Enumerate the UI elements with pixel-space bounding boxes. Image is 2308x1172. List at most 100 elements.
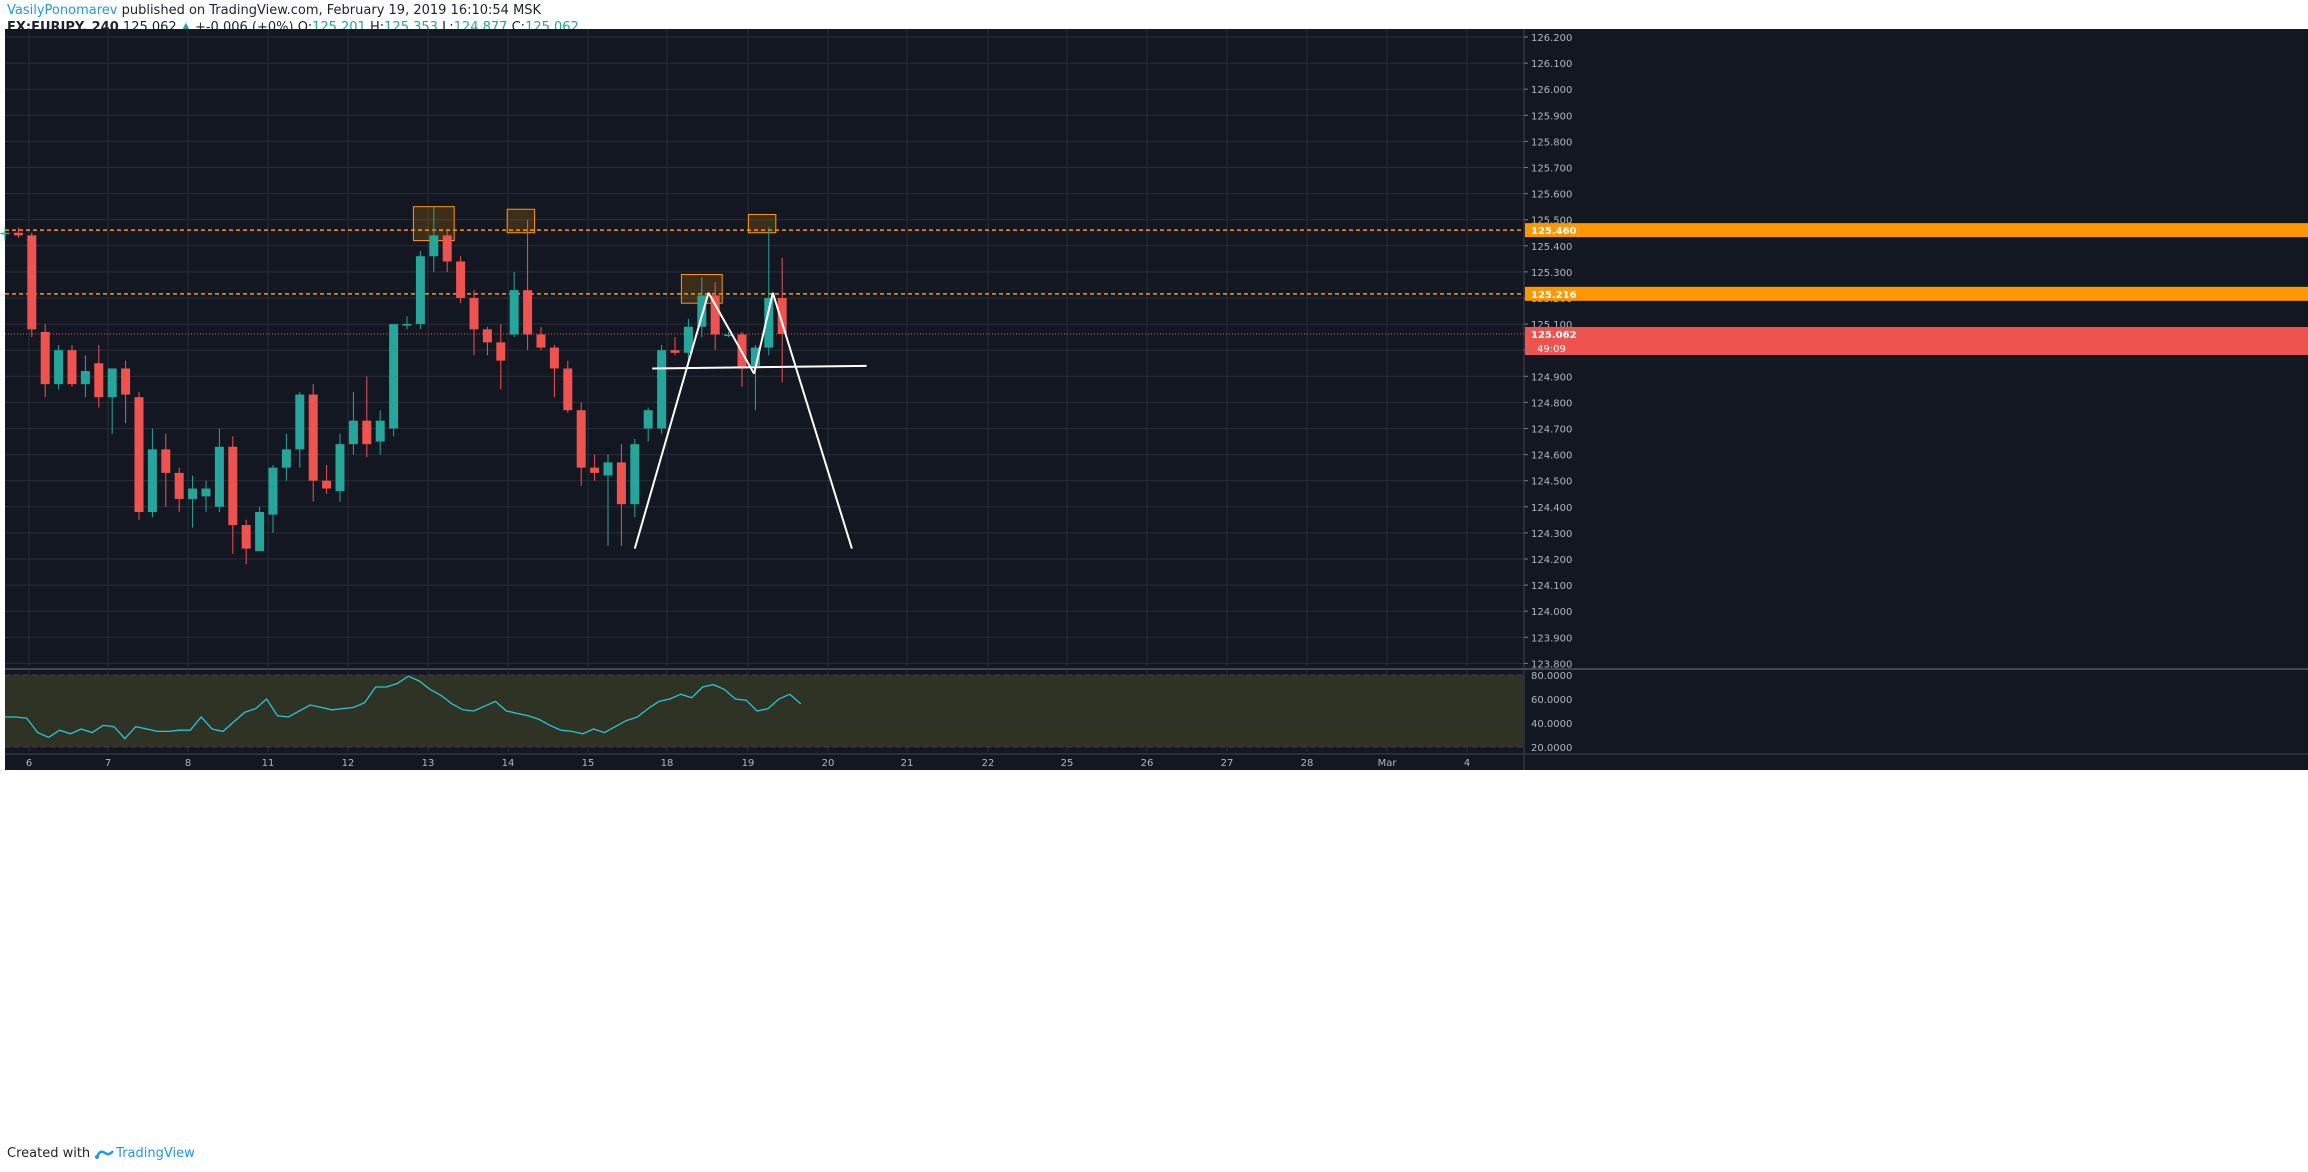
candle-body [174,472,184,499]
x-tick-label: 28 [1301,758,1314,769]
rsi-band [5,675,1524,747]
rsi-tick-label: 20.0000 [1531,743,1572,754]
publish-text: published on TradingView.com, February 1… [121,3,542,18]
publish-info: VasilyPonomarev published on TradingView… [7,3,541,18]
y-tick-label: 124.500 [1531,477,1572,488]
candle-body [335,444,345,492]
candle-body [536,334,546,348]
price-line-tag [1525,327,2308,342]
candle-body [375,420,385,442]
y-tick-label: 124.800 [1531,398,1572,409]
candle-body [188,488,198,499]
y-tick-label: 124.400 [1531,503,1572,514]
candle-body [268,467,278,515]
chart-canvas[interactable]: 126.200 126.100 126.000 125.900 125.800 125.7… [0,0,2308,1140]
candle-body [281,449,291,468]
candle-body [228,446,238,526]
pattern-line [707,292,755,375]
countdown-label: 49:09 [1537,344,1566,355]
candle-body [670,350,680,353]
candle-body [295,394,305,450]
candle-body [603,462,613,476]
candle-body [576,410,586,468]
x-tick-label: 11 [262,758,275,769]
x-tick-label: 15 [582,758,595,769]
author-link[interactable]: VasilyPonomarev [7,3,118,18]
x-tick-label: 20 [822,758,835,769]
candle-body [697,295,707,327]
y-tick-label: 124.900 [1531,372,1572,383]
price-axis-background [1527,29,2308,770]
tradingview-logo-icon [95,1149,115,1159]
candle-body [710,295,720,335]
candle-body [549,347,559,369]
x-tick-label: 18 [661,758,674,769]
y-tick-label: 126.000 [1531,85,1572,96]
y-tick-label: 126.100 [1531,59,1572,70]
x-tick-label: 13 [422,758,435,769]
candle-body [241,525,251,549]
pattern-line [771,292,853,549]
pattern-line [652,364,867,370]
candle-body [389,324,399,429]
candle-body [255,512,265,552]
candle-body [643,410,653,429]
y-tick-label: 124.600 [1531,451,1572,462]
candle-body [54,350,64,385]
candle-body [94,363,104,398]
candle-body [616,462,626,505]
y-tick-label: 125.300 [1531,268,1572,279]
y-tick-label: 126.200 [1531,33,1572,44]
tradingview-link[interactable]: TradingView [94,1146,195,1161]
rsi-tick-label: 60.0000 [1531,695,1572,706]
candle-body [107,368,117,398]
candle-body [27,235,37,330]
candle-body [402,324,412,326]
y-tick-label: 123.800 [1531,659,1572,670]
x-tick-label: 19 [742,758,755,769]
candle-body [415,256,425,325]
candle-body [442,235,452,262]
candle-body [362,420,372,445]
y-tick-label: 125.900 [1531,111,1572,122]
candle-body [630,444,640,505]
candle-body [657,350,667,429]
y-tick-label: 124.200 [1531,555,1572,566]
candle-body [750,347,760,366]
candle-body [509,290,519,335]
low-label: L: [442,20,454,35]
x-tick-label: 7 [105,758,111,769]
candle-body [724,334,734,337]
candle-body [456,261,466,298]
candle-body [80,371,90,385]
candle-body [683,326,693,353]
pattern-line [753,292,774,374]
x-tick-label: 21 [901,758,914,769]
candle-body [348,420,358,445]
candle-body [201,488,211,497]
candle-body [40,331,50,385]
candle-body [764,298,774,348]
y-tick-label: 124.300 [1531,529,1572,540]
candle-body [161,449,171,473]
y-tick-label: 123.900 [1531,633,1572,644]
y-tick-label: 124.000 [1531,607,1572,618]
pattern-line [633,292,710,549]
x-tick-label: 4 [1464,758,1470,769]
candle-body [147,449,157,513]
y-tick-label: 124.100 [1531,581,1572,592]
candle-body [429,235,439,257]
price-line-label: 125.062 [1531,330,1577,341]
price-line-label: 125.460 [1531,226,1577,237]
candle-body [469,298,479,330]
candle-body [121,368,131,395]
price-line-tag [1525,223,2308,238]
y-tick-label: 125.800 [1531,137,1572,148]
change-arrow-icon: ▲ [180,20,191,35]
candle-body [67,350,77,385]
candle-body [0,232,10,235]
candle-body [308,394,318,481]
x-tick-label: 6 [26,758,32,769]
y-tick-label: 125.400 [1531,242,1572,253]
x-tick-label: 26 [1141,758,1154,769]
